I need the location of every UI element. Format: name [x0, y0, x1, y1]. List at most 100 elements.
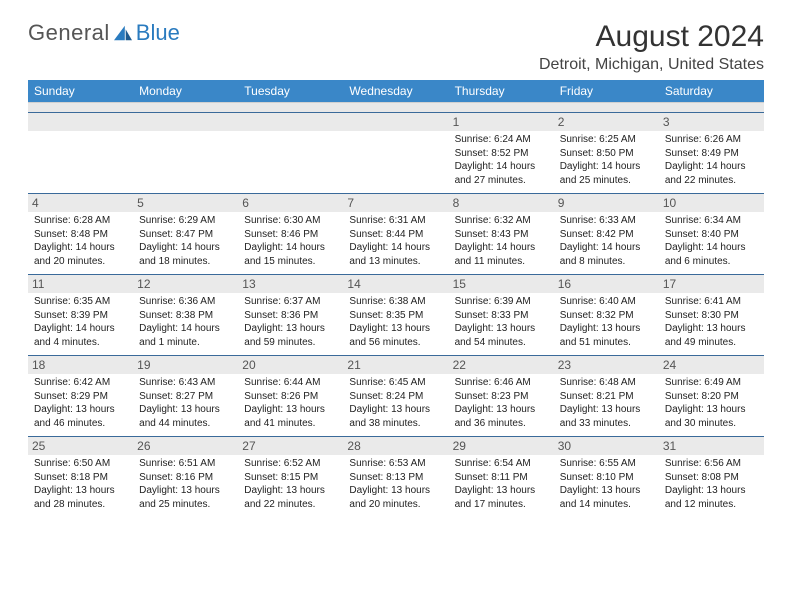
day-cell-5: 5 Sunrise: 6:29 AMSunset: 8:47 PMDaylight…	[133, 194, 238, 275]
week-row: 11Sunrise: 6:35 AMSunset: 8:39 PMDayligh…	[28, 275, 764, 356]
day-number: 30	[554, 437, 659, 455]
day-cell-21: 21Sunrise: 6:45 AMSunset: 8:24 PMDayligh…	[343, 356, 448, 437]
day-cell-4: 4Sunrise: 6:28 AMSunset: 8:48 PMDaylight…	[28, 194, 133, 275]
day-cell-15: 15Sunrise: 6:39 AMSunset: 8:33 PMDayligh…	[449, 275, 554, 356]
day-info: Sunrise: 6:33 AMSunset: 8:42 PMDaylight:…	[560, 214, 653, 268]
day-number: 27	[238, 437, 343, 455]
day-info: Sunrise: 6:56 AMSunset: 8:08 PMDaylight:…	[665, 457, 758, 511]
day-info: Sunrise: 6:29 AMSunset: 8:47 PMDaylight:…	[139, 214, 232, 268]
day-cell-18: 18 Sunrise: 6:42 AMSunset: 8:29 PMDayligh…	[28, 356, 133, 437]
day-cell-25: 25 Sunrise: 6:50 AMSunset: 8:18 PMDayligh…	[28, 437, 133, 518]
day-info: Sunrise: 6:34 AMSunset: 8:40 PMDaylight:…	[665, 214, 758, 268]
day-cell-13: 13 Sunrise: 6:37 AMSunset: 8:36 PMDayligh…	[238, 275, 343, 356]
calendar-table: SundayMondayTuesdayWednesdayThursdayFrid…	[28, 80, 764, 517]
day-cell-3: 3 Sunrise: 6:26 AMSunset: 8:49 PMDaylight…	[659, 113, 764, 194]
week-row: 1Sunrise: 6:24 AMSunset: 8:52 PMDaylight…	[28, 113, 764, 194]
day-info: Sunrise: 6:45 AMSunset: 8:24 PMDaylight:…	[349, 376, 442, 430]
day-info: Sunrise: 6:30 AMSunset: 8:46 PMDaylight:…	[244, 214, 337, 268]
day-number: 5	[133, 194, 238, 212]
day-info: Sunrise: 6:42 AMSunset: 8:29 PMDaylight:…	[34, 376, 127, 430]
day-number: 14	[343, 275, 448, 293]
day-cell-31: 31 Sunrise: 6:56 AMSunset: 8:08 PMDayligh…	[659, 437, 764, 518]
day-cell-20: 20 Sunrise: 6:44 AMSunset: 8:26 PMDayligh…	[238, 356, 343, 437]
day-cell-1: 1Sunrise: 6:24 AMSunset: 8:52 PMDaylight…	[449, 113, 554, 194]
day-info: Sunrise: 6:50 AMSunset: 8:18 PMDaylight:…	[34, 457, 127, 511]
day-number: 6	[238, 194, 343, 212]
day-number: 9	[554, 194, 659, 212]
day-cell-27: 27 Sunrise: 6:52 AMSunset: 8:15 PMDayligh…	[238, 437, 343, 518]
day-info: Sunrise: 6:36 AMSunset: 8:38 PMDaylight:…	[139, 295, 232, 349]
day-number: 18	[28, 356, 133, 374]
day-info: Sunrise: 6:35 AMSunset: 8:39 PMDaylight:…	[34, 295, 127, 349]
day-number: 12	[133, 275, 238, 293]
day-info: Sunrise: 6:25 AMSunset: 8:50 PMDaylight:…	[560, 133, 653, 187]
month-title: August 2024	[539, 20, 764, 54]
day-info: Sunrise: 6:31 AMSunset: 8:44 PMDaylight:…	[349, 214, 442, 268]
day-number: 8	[449, 194, 554, 212]
day-cell-19: 19 Sunrise: 6:43 AMSunset: 8:27 PMDayligh…	[133, 356, 238, 437]
day-cell-10: 10 Sunrise: 6:34 AMSunset: 8:40 PMDayligh…	[659, 194, 764, 275]
day-info: Sunrise: 6:37 AMSunset: 8:36 PMDaylight:…	[244, 295, 337, 349]
day-cell-22: 22Sunrise: 6:46 AMSunset: 8:23 PMDayligh…	[449, 356, 554, 437]
day-number: 20	[238, 356, 343, 374]
day-info: Sunrise: 6:54 AMSunset: 8:11 PMDaylight:…	[455, 457, 548, 511]
day-cell-7: 7 Sunrise: 6:31 AMSunset: 8:44 PMDaylight…	[343, 194, 448, 275]
day-info: Sunrise: 6:55 AMSunset: 8:10 PMDaylight:…	[560, 457, 653, 511]
weekday-saturday: Saturday	[659, 80, 764, 103]
day-info: Sunrise: 6:46 AMSunset: 8:23 PMDaylight:…	[455, 376, 548, 430]
day-info: Sunrise: 6:38 AMSunset: 8:35 PMDaylight:…	[349, 295, 442, 349]
day-number: 23	[554, 356, 659, 374]
day-info: Sunrise: 6:44 AMSunset: 8:26 PMDaylight:…	[244, 376, 337, 430]
day-info: Sunrise: 6:24 AMSunset: 8:52 PMDaylight:…	[455, 133, 548, 187]
day-info: Sunrise: 6:43 AMSunset: 8:27 PMDaylight:…	[139, 376, 232, 430]
weekday-tuesday: Tuesday	[238, 80, 343, 103]
day-number: 3	[659, 113, 764, 131]
day-number: 15	[449, 275, 554, 293]
day-cell-8: 8 Sunrise: 6:32 AMSunset: 8:43 PMDaylight…	[449, 194, 554, 275]
weekday-monday: Monday	[133, 80, 238, 103]
empty-cell	[133, 113, 238, 194]
calendar-body: 1Sunrise: 6:24 AMSunset: 8:52 PMDaylight…	[28, 103, 764, 518]
weekday-thursday: Thursday	[449, 80, 554, 103]
weekday-friday: Friday	[554, 80, 659, 103]
day-info: Sunrise: 6:49 AMSunset: 8:20 PMDaylight:…	[665, 376, 758, 430]
day-cell-23: 23Sunrise: 6:48 AMSunset: 8:21 PMDayligh…	[554, 356, 659, 437]
day-number: 4	[28, 194, 133, 212]
weekday-sunday: Sunday	[28, 80, 133, 103]
day-info: Sunrise: 6:26 AMSunset: 8:49 PMDaylight:…	[665, 133, 758, 187]
empty-cell	[343, 113, 448, 194]
day-number: 10	[659, 194, 764, 212]
day-number: 13	[238, 275, 343, 293]
day-cell-6: 6 Sunrise: 6:30 AMSunset: 8:46 PMDaylight…	[238, 194, 343, 275]
empty-cell	[28, 113, 133, 194]
weekday-wednesday: Wednesday	[343, 80, 448, 103]
day-number: 19	[133, 356, 238, 374]
day-cell-17: 17Sunrise: 6:41 AMSunset: 8:30 PMDayligh…	[659, 275, 764, 356]
day-info: Sunrise: 6:40 AMSunset: 8:32 PMDaylight:…	[560, 295, 653, 349]
day-cell-28: 28Sunrise: 6:53 AMSunset: 8:13 PMDayligh…	[343, 437, 448, 518]
day-cell-14: 14 Sunrise: 6:38 AMSunset: 8:35 PMDayligh…	[343, 275, 448, 356]
title-block: August 2024 Detroit, Michigan, United St…	[539, 20, 764, 74]
day-number: 16	[554, 275, 659, 293]
day-info: Sunrise: 6:52 AMSunset: 8:15 PMDaylight:…	[244, 457, 337, 511]
brand-blue: Blue	[136, 20, 180, 46]
day-cell-16: 16 Sunrise: 6:40 AMSunset: 8:32 PMDayligh…	[554, 275, 659, 356]
day-cell-12: 12 Sunrise: 6:36 AMSunset: 8:38 PMDayligh…	[133, 275, 238, 356]
day-cell-9: 9 Sunrise: 6:33 AMSunset: 8:42 PMDaylight…	[554, 194, 659, 275]
weekday-header-row: SundayMondayTuesdayWednesdayThursdayFrid…	[28, 80, 764, 103]
location-subtitle: Detroit, Michigan, United States	[539, 56, 764, 74]
day-number: 31	[659, 437, 764, 455]
day-number: 7	[343, 194, 448, 212]
day-number: 26	[133, 437, 238, 455]
day-info: Sunrise: 6:41 AMSunset: 8:30 PMDaylight:…	[665, 295, 758, 349]
week-row: 18 Sunrise: 6:42 AMSunset: 8:29 PMDayligh…	[28, 356, 764, 437]
header: General Blue August 2024 Detroit, Michig…	[28, 20, 764, 74]
week-row: 4Sunrise: 6:28 AMSunset: 8:48 PMDaylight…	[28, 194, 764, 275]
day-number: 24	[659, 356, 764, 374]
brand-general: General	[28, 20, 110, 46]
day-number: 29	[449, 437, 554, 455]
day-info: Sunrise: 6:53 AMSunset: 8:13 PMDaylight:…	[349, 457, 442, 511]
sail-icon	[112, 24, 134, 42]
day-number: 25	[28, 437, 133, 455]
day-info: Sunrise: 6:32 AMSunset: 8:43 PMDaylight:…	[455, 214, 548, 268]
